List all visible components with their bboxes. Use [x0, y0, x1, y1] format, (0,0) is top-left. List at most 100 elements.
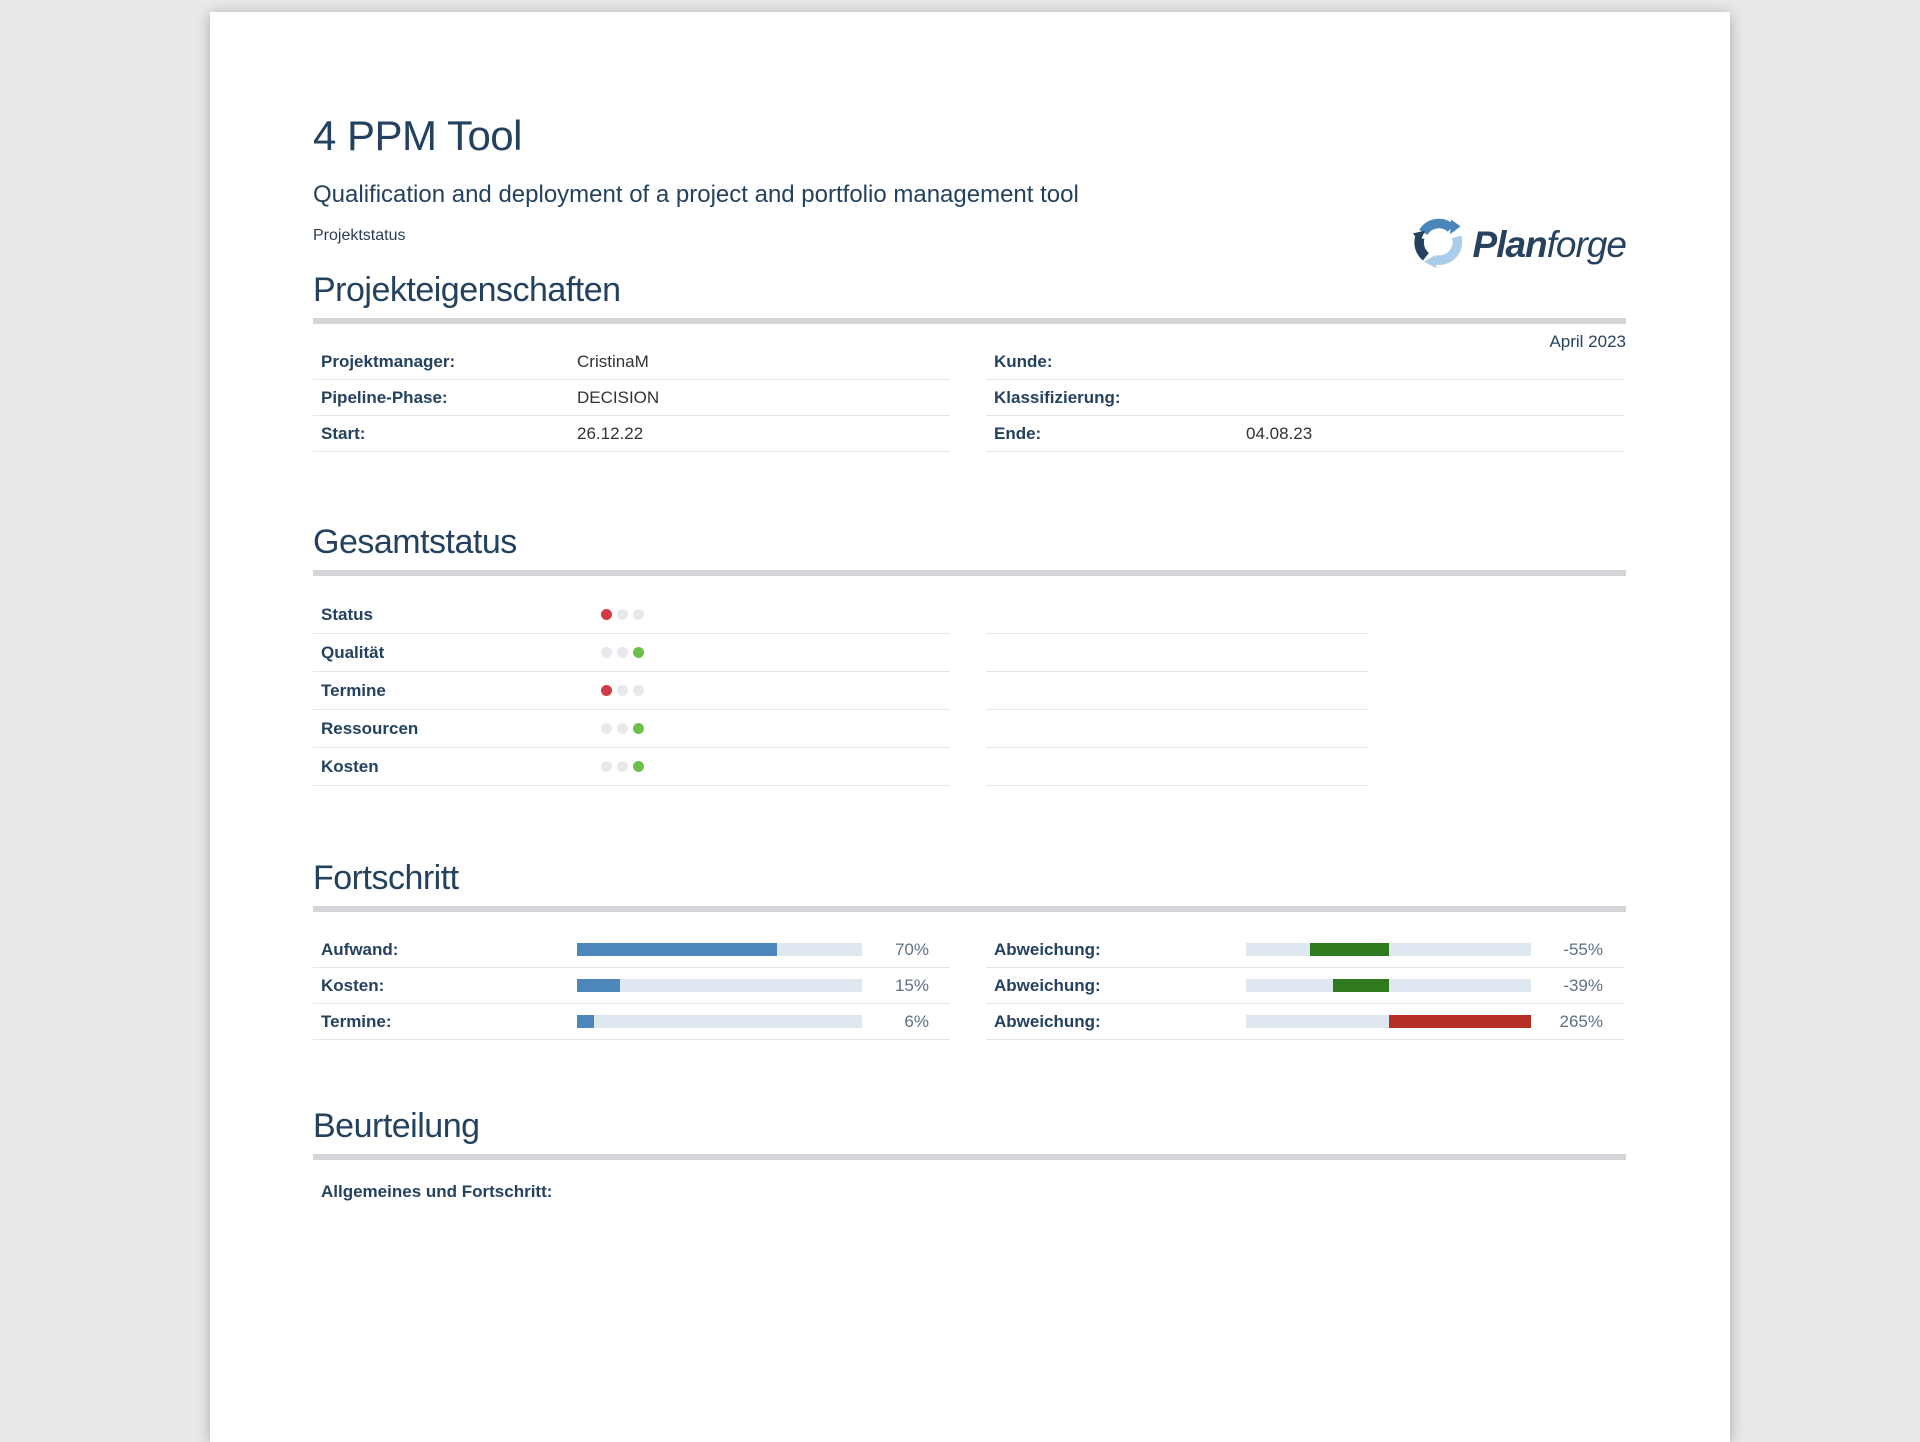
status-empty-row	[986, 748, 1369, 786]
light-off-dot	[617, 647, 628, 658]
light-off-dot	[601, 647, 612, 658]
property-row: Projektmanager: CristinaM	[313, 344, 950, 380]
status-label: Kosten	[321, 756, 379, 776]
deviation-row: Abweichung: 265%	[986, 1004, 1624, 1040]
progress-row: Termine: 6%	[313, 1004, 950, 1040]
light-off-dot	[601, 723, 612, 734]
status-row: Termine	[313, 672, 950, 710]
report-page: 4 PPM Tool Qualification and deployment …	[210, 12, 1730, 1442]
properties-table-left: Projektmanager: CristinaM Pipeline-Phase…	[313, 344, 950, 452]
status-label: Ressourcen	[321, 718, 419, 738]
progress-table-left: Aufwand: 70% Kosten: 15% Termine: 6%	[313, 932, 950, 1040]
light-off-dot	[617, 609, 628, 620]
deviation-bar	[1246, 979, 1531, 992]
property-row: Ende: 04.08.23	[986, 416, 1624, 452]
progress-columns: Aufwand: 70% Kosten: 15% Termine: 6%	[313, 932, 1626, 1040]
progress-row: Aufwand: 70%	[313, 932, 950, 968]
progress-value: 70%	[894, 939, 929, 959]
section-heading-progress: Fortschritt	[313, 859, 459, 897]
deviation-label: Abweichung:	[994, 1011, 1101, 1031]
status-empty-row	[986, 672, 1369, 710]
light-red-dot	[601, 685, 612, 696]
section-rule	[313, 318, 1626, 324]
light-off-dot	[617, 685, 628, 696]
deviation-row: Abweichung: -55%	[986, 932, 1624, 968]
deviation-bar	[1246, 943, 1531, 956]
status-row: Ressourcen	[313, 710, 950, 748]
properties-table-right: Kunde: Klassifizierung: Ende: 04.08.23	[986, 344, 1624, 452]
status-label: Termine	[321, 680, 386, 700]
property-label: Kunde:	[994, 351, 1053, 371]
progress-value: 15%	[894, 975, 929, 995]
deviation-bar-fill	[1310, 943, 1389, 956]
progress-bar-fill	[577, 979, 620, 992]
property-value: 26.12.22	[577, 423, 644, 443]
status-empty-row	[986, 710, 1369, 748]
property-label: Klassifizierung:	[994, 387, 1121, 407]
section-heading-assessment: Beurteilung	[313, 1107, 480, 1145]
status-table: Status Qualität Termine Ressourcen	[313, 596, 950, 786]
page-subtitle: Qualification and deployment of a projec…	[313, 181, 1079, 208]
progress-bar-fill	[577, 943, 777, 956]
progress-bar	[577, 979, 862, 992]
traffic-light-indicator	[601, 685, 649, 696]
deviation-value: -55%	[1563, 939, 1603, 959]
deviation-value: -39%	[1563, 975, 1603, 995]
property-value: DECISION	[577, 387, 660, 407]
status-empty-row	[986, 634, 1369, 672]
property-value: CristinaM	[577, 351, 649, 371]
traffic-light-indicator	[601, 609, 649, 620]
light-off-dot	[601, 761, 612, 772]
assessment-row: Allgemeines und Fortschritt:	[313, 1182, 1626, 1202]
progress-label: Kosten:	[321, 975, 385, 995]
status-label: Status	[321, 604, 373, 624]
section-assessment: Beurteilung Allgemeines und Fortschritt:	[313, 1106, 1626, 1202]
assessment-label: Allgemeines und Fortschritt:	[321, 1182, 553, 1201]
progress-label: Termine:	[321, 1011, 392, 1031]
status-row: Kosten	[313, 748, 950, 786]
progress-value: 6%	[904, 1011, 929, 1031]
brand-plan: Plan	[1472, 223, 1548, 265]
status-table-empty	[986, 596, 1369, 786]
section-progress: Fortschritt Aufwand: 70% Kosten: 15%	[313, 858, 1626, 1040]
deviation-bar	[1246, 1015, 1531, 1028]
deviation-bar-fill	[1332, 979, 1389, 992]
deviation-bar-fill	[1388, 1015, 1531, 1028]
properties-columns: Projektmanager: CristinaM Pipeline-Phase…	[313, 344, 1626, 452]
property-label: Start:	[321, 423, 366, 443]
light-green-dot	[633, 723, 644, 734]
property-label: Ende:	[994, 423, 1042, 443]
light-off-dot	[633, 609, 644, 620]
status-row: Qualität	[313, 634, 950, 672]
brand-forge: forge	[1546, 223, 1627, 265]
traffic-light-indicator	[601, 761, 649, 772]
light-green-dot	[633, 647, 644, 658]
light-green-dot	[633, 761, 644, 772]
report-date: April 2023	[1549, 332, 1626, 351]
property-row: Start: 26.12.22	[313, 416, 950, 452]
property-value: 04.08.23	[1246, 423, 1313, 443]
brand-wordmark: Planforge	[1472, 223, 1627, 266]
status-empty-row	[986, 596, 1369, 634]
progress-bar-fill	[577, 1015, 595, 1028]
light-red-dot	[601, 609, 612, 620]
section-overall-status: Gesamtstatus Status Qualität Termine	[313, 522, 1626, 786]
report-content: 4 PPM Tool Qualification and deployment …	[210, 112, 1730, 1202]
light-off-dot	[633, 685, 644, 696]
deviation-label: Abweichung:	[994, 939, 1101, 959]
section-heading-properties: Projekteigenschaften	[313, 271, 621, 309]
overall-status-columns: Status Qualität Termine Ressourcen	[313, 596, 1626, 786]
light-off-dot	[617, 761, 628, 772]
deviation-row: Abweichung: -39%	[986, 968, 1624, 1004]
property-label: Pipeline-Phase:	[321, 387, 448, 407]
status-row: Status	[313, 596, 950, 634]
section-rule	[313, 1154, 1626, 1160]
planforge-logo: Planforge	[1412, 216, 1627, 273]
property-row: Klassifizierung:	[986, 380, 1624, 416]
page-title: 4 PPM Tool	[313, 112, 523, 159]
progress-bar	[577, 943, 862, 956]
property-label: Projektmanager:	[321, 351, 456, 371]
section-properties: Projekteigenschaften Projektmanager: Cri…	[313, 270, 1626, 452]
progress-row: Kosten: 15%	[313, 968, 950, 1004]
property-row: Pipeline-Phase: DECISION	[313, 380, 950, 416]
